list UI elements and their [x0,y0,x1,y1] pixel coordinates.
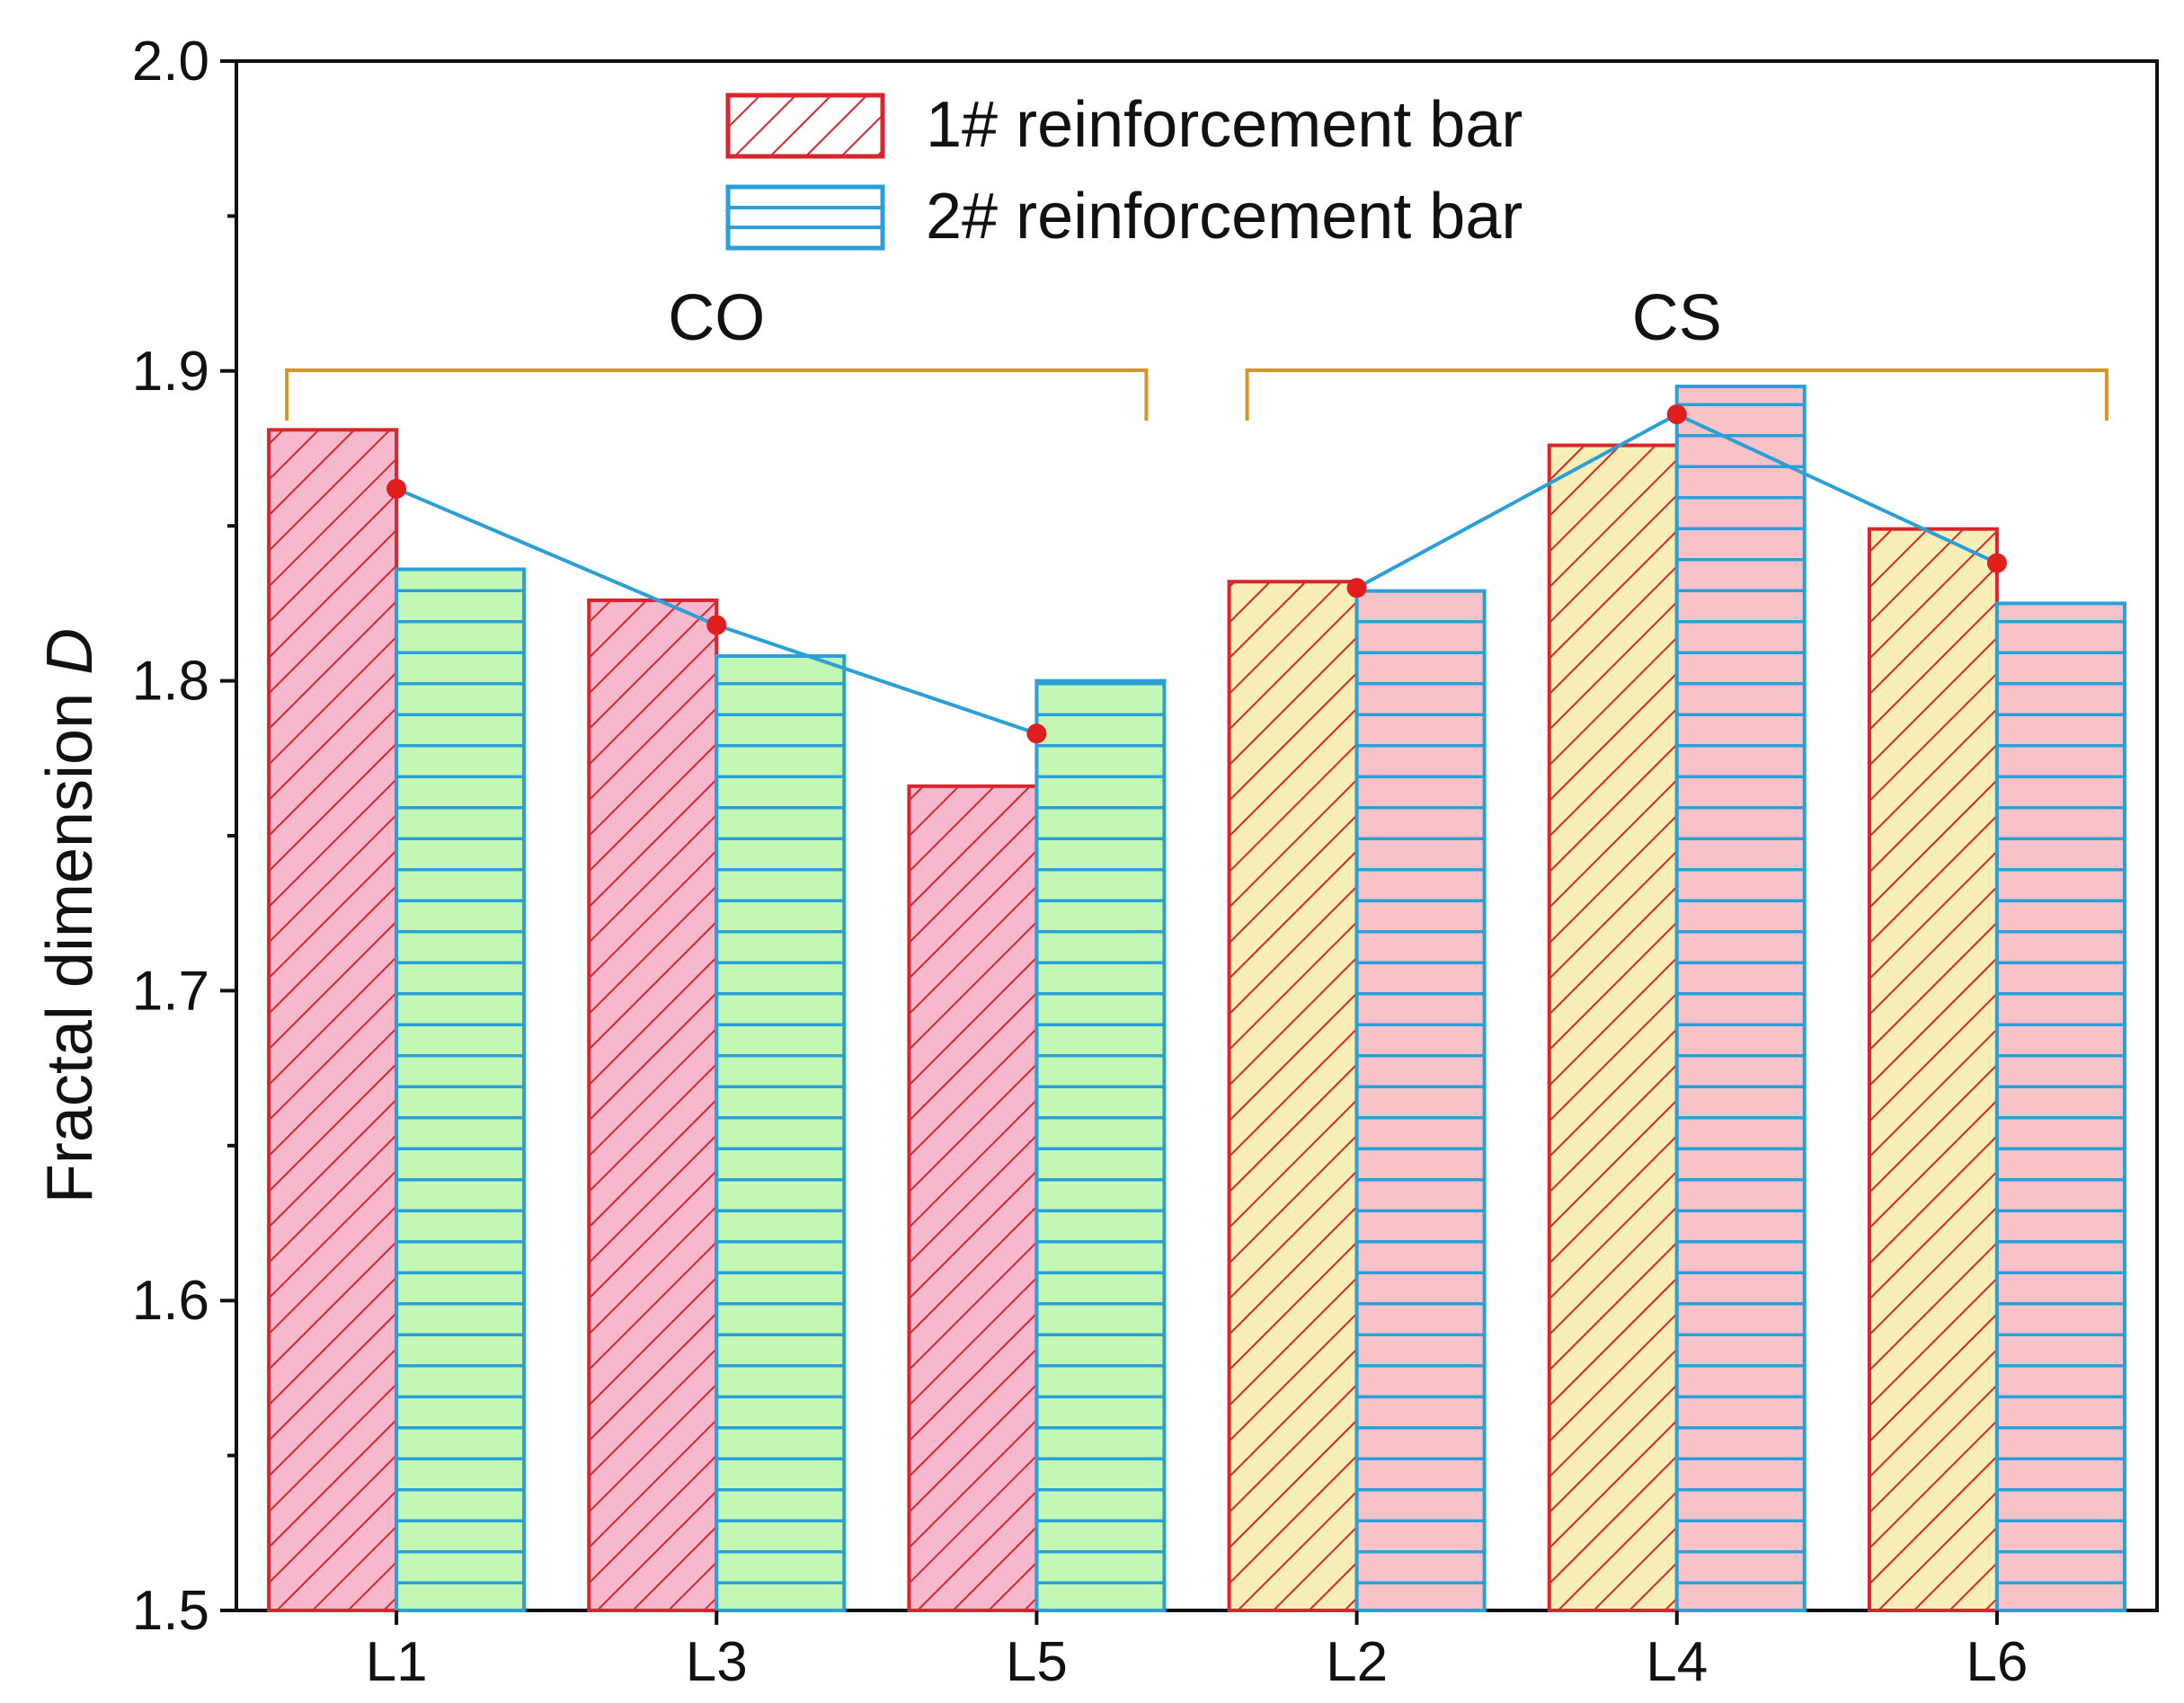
bar-series1-L4 [1547,443,1679,1612]
mean-marker-L5 [1026,723,1047,744]
bar-series1-L3 [587,598,719,1612]
group-bracket-CS [1245,368,2109,421]
bar-series2-L4 [1674,385,1807,1612]
bar-series2-L5 [1034,679,1167,1612]
x-tick-label-L1: L1 [366,1631,428,1693]
bar-series2-L2 [1354,589,1487,1612]
bar-series1-L6 [1867,527,1999,1613]
legend-label-bar1: 1# reinforcement bar [926,89,1523,161]
legend-swatch-bar2-fill [728,187,883,248]
y-axis-label: Fractal dimension D [34,628,106,1203]
bar-series1-L5 [907,784,1039,1612]
x-tick-label-L2: L2 [1326,1631,1388,1693]
x-tick-label-L3: L3 [686,1631,748,1693]
mean-marker-L2 [1346,578,1367,599]
y-tick-label-2.0: 2.0 [132,31,209,93]
bar-series2-L6 [1994,601,2126,1612]
x-tick-label-L6: L6 [1966,1631,2028,1693]
mean-marker-L1 [386,478,407,499]
group-label-CS: CS [1632,282,1722,354]
bar-series1-L1 [267,428,399,1612]
mean-marker-L3 [706,615,727,635]
group-bracket-CO [285,368,1149,421]
mean-marker-L4 [1666,404,1687,425]
y-tick-label-1.5: 1.5 [132,1580,209,1642]
bar-series2-L3 [715,654,847,1612]
bar-series1-L2 [1227,580,1359,1612]
mean-marker-L6 [1986,553,2007,573]
y-axis-label-main: Fractal dimension [34,675,106,1203]
x-tick-label-L4: L4 [1646,1631,1708,1693]
x-tick-label-L5: L5 [1006,1631,1068,1693]
y-tick-label-1.8: 1.8 [132,651,209,713]
legend-label-bar2: 2# reinforcement bar [926,181,1523,253]
legend-swatch-bar1-hatch [725,93,885,159]
group-label-CO: CO [668,282,765,354]
y-tick-label-1.9: 1.9 [132,341,209,403]
y-tick-label-1.7: 1.7 [132,960,209,1022]
y-axis-label-italic: D [34,628,106,675]
bar-series2-L1 [395,567,527,1612]
y-tick-label-1.6: 1.6 [132,1270,209,1332]
legend-swatch-bar2-hatch [725,184,885,251]
plot-frame [235,59,2159,1612]
